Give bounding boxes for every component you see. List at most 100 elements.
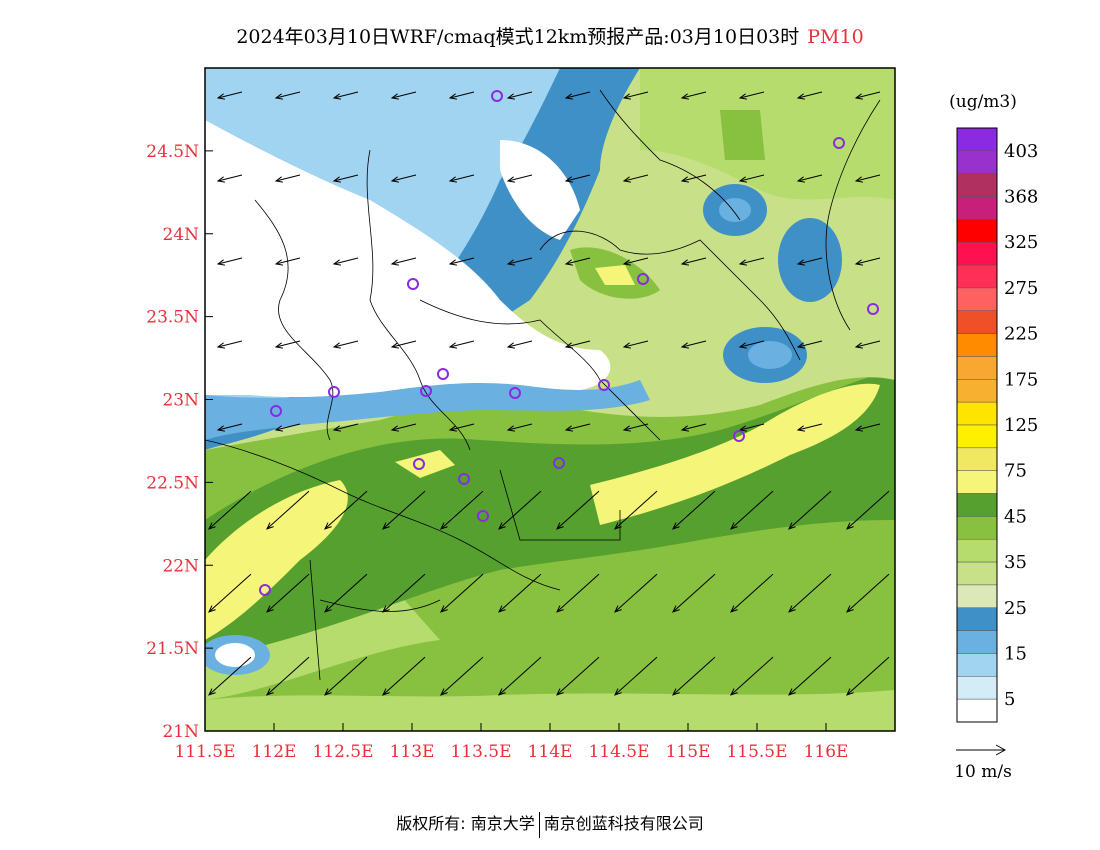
wind-vector: [855, 91, 881, 99]
longitude-axis: 111.5E 112E 112.5E 113E 113.5E 114E 114.5E 115E…: [174, 723, 848, 762]
legend-label: 35: [1004, 552, 1027, 573]
wind-arrowhead: [274, 259, 283, 266]
lat-tick-label: 21.5N: [146, 639, 199, 659]
wind-scale-label: 10 m/s: [954, 762, 1012, 782]
wind-arrowhead: [274, 425, 283, 432]
wind-arrowhead: [216, 342, 225, 349]
lat-tick-label: 21N: [162, 722, 199, 742]
wind-vector: [565, 257, 591, 265]
lat-tick-label: 22N: [162, 556, 199, 576]
pollutant-label: PM10: [807, 26, 864, 48]
wind-vector: [449, 257, 475, 265]
wind-vector: [507, 91, 533, 99]
wind-arrowhead: [796, 93, 805, 100]
wind-arrowhead: [846, 522, 854, 530]
wind-vector: [623, 174, 649, 182]
wind-vector: [797, 174, 823, 182]
wind-vector: [672, 656, 716, 696]
station-marker: [598, 379, 610, 391]
wind-arrowhead: [390, 425, 399, 432]
wind-vector: [449, 174, 475, 182]
wind-arrowhead: [506, 425, 515, 432]
wind-arrowhead: [854, 425, 863, 432]
footer-divider: [538, 811, 540, 838]
wind-vector: [846, 656, 890, 696]
legend-swatch: [956, 676, 998, 700]
lat-tick-label: 23N: [162, 391, 199, 411]
wind-vector: [507, 423, 533, 431]
legend-swatch: [956, 356, 998, 380]
wind-vector: [739, 423, 765, 431]
wind-vector: [681, 423, 707, 431]
station-marker: [733, 430, 745, 442]
wind-arrowhead: [448, 93, 457, 100]
wind-vector: [440, 573, 484, 613]
wind-arrowhead: [564, 342, 573, 349]
wind-arrowhead: [382, 688, 390, 696]
wind-arrowhead: [324, 522, 332, 530]
wind-arrowhead: [622, 176, 631, 183]
wind-vector: [507, 174, 533, 182]
wind-arrowhead: [738, 425, 747, 432]
wind-vector: [556, 490, 600, 530]
wind-vector: [382, 573, 426, 613]
wind-arrowhead: [730, 688, 738, 696]
legend-swatch: [956, 333, 998, 357]
wind-vector: [382, 656, 426, 696]
wind-arrowhead: [672, 688, 680, 696]
wind-vector: [391, 340, 417, 348]
legend-label: 25: [1004, 598, 1027, 619]
wind-arrowhead: [796, 176, 805, 183]
legend-label: 175: [1004, 369, 1038, 390]
wind-vector: [739, 340, 765, 348]
admin-boundaries: [205, 89, 881, 681]
wind-arrowhead: [390, 259, 399, 266]
wind-vector: [391, 423, 417, 431]
wind-arrowhead: [622, 425, 631, 432]
wind-arrowhead: [564, 259, 573, 266]
legend-swatch: [956, 173, 998, 197]
wind-vector: [797, 423, 823, 431]
wind-arrowhead: [672, 605, 680, 613]
wind-arrowhead: [216, 176, 225, 183]
wind-arrowhead: [854, 259, 863, 266]
wind-arrowhead: [324, 605, 332, 613]
legend-swatch: [956, 196, 998, 220]
wind-vector: [788, 490, 832, 530]
lon-tick-label: 114.5E: [588, 742, 649, 762]
wind-vector: [498, 573, 542, 613]
wind-arrowhead: [680, 259, 689, 266]
wind-arrowhead: [672, 522, 680, 530]
wind-arrowhead: [498, 522, 506, 530]
wind-vector: [846, 573, 890, 613]
wind-vector: [507, 340, 533, 348]
copyright-footer: 版权所有: 南京大学 南京创蓝科技有限公司: [0, 810, 1100, 838]
wind-vector: [208, 573, 252, 613]
wind-vector: [565, 340, 591, 348]
wind-arrowhead: [440, 688, 448, 696]
wind-vector: [440, 490, 484, 530]
wind-arrowhead: [448, 259, 457, 266]
wind-arrowhead: [216, 93, 225, 100]
wind-vector: [217, 257, 243, 265]
wind-vector: [391, 91, 417, 99]
wind-arrowhead: [274, 176, 283, 183]
station-marker: [259, 584, 271, 596]
wind-arrowhead: [506, 93, 515, 100]
wind-vector: [730, 490, 774, 530]
wind-vector: [449, 340, 475, 348]
legend-swatch: [956, 310, 998, 334]
station-marker: [270, 405, 282, 417]
wind-vector: [266, 573, 310, 613]
wind-vector: [556, 656, 600, 696]
wind-arrowhead: [332, 425, 341, 432]
wind-arrowhead: [440, 522, 448, 530]
wind-vector: [217, 340, 243, 348]
wind-vector: [275, 91, 301, 99]
latitude-axis: 24.5N 24N 23.5N 23N 22.5N 22N 21.5N 21N: [146, 142, 213, 742]
wind-vector: [333, 423, 359, 431]
wind-arrowhead: [208, 522, 216, 530]
lon-tick-label: 111.5E: [174, 742, 235, 762]
wind-arrowhead: [564, 176, 573, 183]
wind-arrowhead: [556, 605, 564, 613]
